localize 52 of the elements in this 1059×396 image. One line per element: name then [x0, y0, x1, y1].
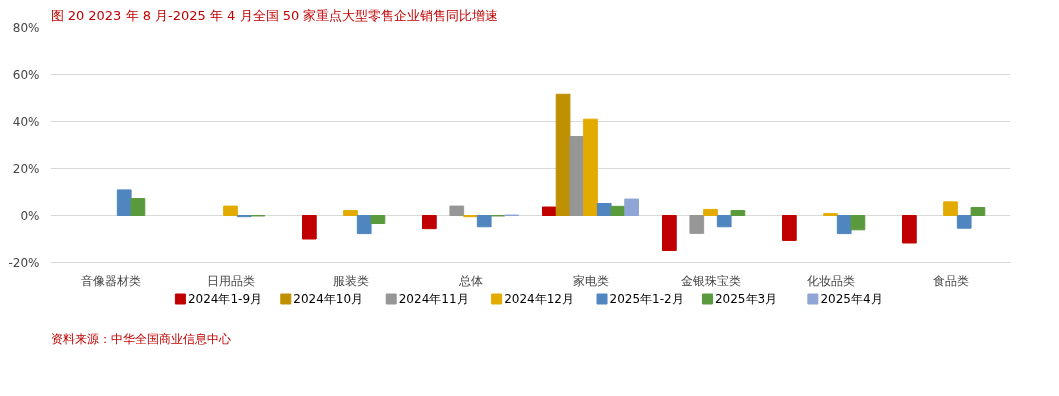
bar [449, 205, 465, 216]
y-tick-label: 80% [12, 20, 40, 35]
x-tick-label: 服装类 [332, 273, 369, 288]
bar [555, 93, 571, 216]
legend-label: 2025年4月 [820, 292, 883, 306]
legend-label: 2024年12月 [504, 292, 574, 306]
x-tick-label: 家电类 [572, 273, 609, 288]
bar [422, 215, 437, 230]
legend-label: 2024年10月 [293, 292, 364, 306]
bar [836, 215, 852, 235]
legend-label: 2025年3月 [714, 292, 778, 306]
x-tick-label: 日用品类 [206, 273, 255, 288]
bar [223, 205, 238, 216]
bar [716, 215, 732, 228]
legend-label: 2024年1-9月 [187, 292, 263, 306]
x-tick-label: 金银珠宝类 [680, 273, 741, 288]
bar [850, 215, 866, 231]
bar [610, 205, 626, 216]
bar [902, 215, 917, 244]
bar [730, 210, 746, 216]
text: 资料来源：中华全国商业信息中心 [50, 331, 231, 346]
bar [689, 215, 705, 234]
bar [782, 215, 797, 241]
bar [370, 215, 386, 224]
x-tick-label: 食品类 [932, 273, 969, 288]
bar [662, 215, 677, 252]
bar [356, 215, 372, 235]
bar [343, 210, 358, 216]
y-tick-label: 40% [12, 114, 40, 129]
bar [583, 118, 598, 216]
y-tick-label: 0% [20, 208, 40, 223]
x-tick-label: 总体 [457, 273, 483, 288]
bar [624, 198, 639, 216]
bar [302, 215, 317, 240]
bar [970, 207, 986, 216]
x-tick-label: 音像器材类 [80, 273, 141, 288]
bar [130, 198, 146, 216]
y-tick-label: 60% [12, 67, 40, 82]
bar [569, 136, 585, 216]
chart-title: 图 20 2023 年 8 月-2025 年 4 月全国 50 家重点大型零售企业销售同比增速 [50, 7, 499, 23]
bar [476, 215, 492, 228]
y-tick-label: 20% [12, 161, 40, 176]
bar [596, 203, 612, 216]
bar [703, 208, 718, 216]
legend-label: 2024年11月 [398, 292, 469, 306]
x-tick-label: 化妆品类 [806, 273, 855, 288]
legend-label: 2025年1-2月 [609, 292, 684, 306]
bar [116, 189, 132, 216]
bar [956, 215, 972, 229]
bar [542, 206, 557, 216]
bar [943, 201, 958, 216]
y-tick-label: -20% [8, 255, 40, 270]
